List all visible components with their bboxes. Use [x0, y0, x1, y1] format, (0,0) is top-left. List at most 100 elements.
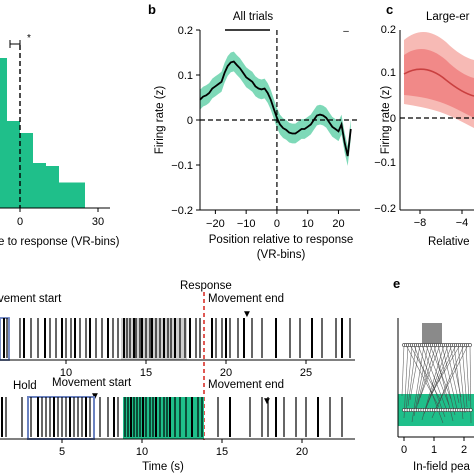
e-connector-line	[465, 344, 470, 402]
b-xtick-label: 0	[274, 218, 280, 230]
d-xlabel: Time (s)	[142, 461, 184, 473]
b-xlabel-line2: (VR-bins)	[257, 249, 306, 261]
c-yticks: 0.2 0.1 0 −0.1 −0.2	[374, 24, 396, 215]
d-bottom-tick-label: 5	[59, 446, 65, 458]
histogram-bar	[33, 163, 46, 208]
histogram-bars	[0, 58, 85, 208]
sig-star: *	[27, 33, 31, 44]
d-top-tick-label: 10	[60, 367, 72, 379]
e-connector-line	[405, 344, 413, 413]
c-ytick-label-4: −0.1	[374, 157, 396, 169]
a-xlabel: e to response (VR-bins)	[0, 236, 120, 248]
e-connector-line	[409, 344, 442, 402]
b-ytick-label: 0.2	[178, 25, 193, 37]
b-ylabel: Firing rate (z)	[154, 86, 166, 155]
histogram-bar	[20, 133, 33, 208]
e-connector-line	[401, 344, 405, 397]
d-top-tick-label: 15	[140, 367, 152, 379]
e-connector-line	[419, 344, 441, 399]
e-connector-line	[415, 344, 433, 411]
d-hold-label: Hold	[13, 380, 37, 392]
e-connector-line	[427, 344, 457, 403]
c-xtick-label-1: −8	[414, 217, 427, 229]
b-mean-line	[199, 60, 352, 157]
c-ytick-label-1: 0.2	[381, 24, 396, 36]
b-panel-letter: b	[148, 2, 156, 17]
c-xtick-label-2: −4	[456, 217, 469, 229]
b-xtick-label: 20	[332, 218, 344, 230]
c-red-mean-line	[403, 68, 474, 97]
e-connector-line	[403, 344, 409, 419]
b-xtick-label: 10	[302, 218, 314, 230]
c-ytick-label-2: 0.1	[381, 67, 396, 79]
d-response-label: Response	[180, 280, 232, 292]
c-ytick-label-3: 0	[390, 113, 396, 125]
histogram-bar	[72, 182, 85, 208]
e-xlabel: In-field pea	[413, 461, 471, 473]
d-ticks-top: 10 15 20 25	[60, 360, 312, 379]
panel-a: * 0 30 e to response (VR-bins)	[0, 33, 120, 248]
d-bottom-tick-label: 10	[136, 446, 148, 458]
d-movement-end-top: Movement end	[208, 293, 284, 305]
d-spikes-bottom	[1, 397, 343, 437]
b-xlabel-line1: Position relative to response	[209, 234, 353, 246]
a-xtick-label-0: 0	[17, 216, 23, 228]
e-connecting-lines	[401, 343, 473, 424]
panel-e: e 0 1 2 In-field pea	[393, 276, 474, 473]
e-xtick-label-0: 0	[401, 444, 407, 456]
e-connector-line	[409, 344, 421, 401]
panel-c: c Large-er Firing rate (z) −8 −4 Relativ…	[380, 2, 474, 248]
panel-b: b All trials – −0.2 −0.1 0 0.1 0.2 −20 −10 0 10 2…	[148, 2, 360, 261]
b-title: All trials	[233, 11, 274, 23]
e-dot-bottom	[468, 408, 473, 412]
b-axes: −0.2 −0.1 0 0.1 0.2 −20 −10 0 10 20	[171, 25, 360, 230]
d-top-tick-label: 20	[220, 367, 232, 379]
b-error-band	[200, 51, 351, 166]
e-connector-line	[413, 344, 429, 417]
a-xtick-label-30: 30	[92, 216, 104, 228]
d-bottom-tick-label: 15	[216, 446, 228, 458]
c-title: Large-er	[426, 11, 470, 23]
histogram-bar	[46, 166, 59, 208]
d-spikes-top	[3, 318, 351, 358]
b-plot-area	[199, 30, 360, 210]
e-connector-line	[421, 344, 445, 421]
e-dot-top	[468, 343, 472, 347]
panel-d: Response vement start Movement end ▼ 10 1…	[0, 280, 355, 473]
b-ytick-label: −0.1	[171, 160, 193, 172]
b-ytick-label: 0.1	[178, 70, 193, 82]
d-ticks-bottom: 5 10 15 20	[59, 439, 308, 458]
c-ytick-label-5: −0.2	[374, 203, 396, 215]
c-panel-letter: c	[386, 2, 393, 17]
e-panel-letter: e	[393, 276, 400, 291]
e-connector-line	[417, 344, 437, 405]
d-movement-end-top-marker: ▼	[242, 309, 252, 320]
e-connector-line	[417, 344, 446, 418]
d-movement-start-bottom: Movement start	[52, 377, 132, 389]
d-top-tick-label: 25	[300, 367, 312, 379]
b-ytick-label: 0	[187, 115, 193, 127]
d-movement-end-bottom-marker: ▼	[262, 396, 272, 407]
b-xtick-label: −20	[206, 218, 225, 230]
histogram-bar	[59, 182, 72, 208]
e-xtick-label-2: 2	[461, 444, 467, 456]
e-gray-bar	[422, 323, 442, 345]
b-ytick-label: −0.2	[171, 205, 193, 217]
c-xlabel: Relative	[428, 236, 470, 248]
histogram-bar	[7, 121, 20, 208]
d-movement-end-bottom: Movement end	[208, 379, 284, 391]
e-connector-line	[407, 344, 417, 407]
e-xtick-label-1: 1	[431, 444, 437, 456]
b-xtick-label: −10	[237, 218, 256, 230]
d-bottom-tick-label: 20	[296, 446, 308, 458]
c-red-band	[404, 48, 474, 118]
histogram-bar	[0, 58, 7, 208]
c-ylabel: Firing rate (z)	[380, 86, 392, 155]
b-significance-dash: –	[343, 26, 349, 37]
e-connector-line	[453, 344, 464, 420]
d-gray-shade	[121, 318, 187, 360]
e-connector-line	[429, 344, 461, 397]
d-movement-start-top: vement start	[0, 293, 62, 305]
e-connector-line	[433, 344, 469, 413]
